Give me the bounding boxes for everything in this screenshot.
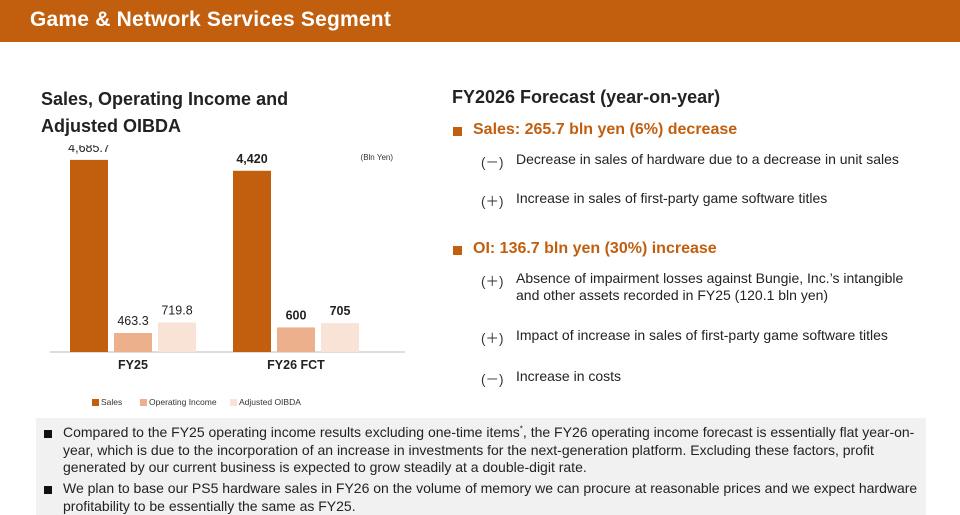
sales-item-symbol: (＋) (481, 194, 504, 209)
category-label: FY26 FCT (267, 358, 325, 372)
page-title: Game & Network Services Segment (30, 8, 392, 31)
sales-item-symbol: (－) (481, 155, 504, 170)
bar-adjusted-oibda (321, 323, 359, 352)
oi-item-symbol: (＋) (481, 331, 504, 346)
note-bullet-icon (44, 430, 52, 438)
sales-item-text: Increase in sales of first-party game so… (516, 190, 828, 206)
oi-item-symbol: (＋) (481, 274, 504, 289)
oi-item-text: Impact of increase in sales of first-par… (516, 327, 888, 343)
note-1: Compared to the FY25 operating income re… (63, 424, 921, 477)
legend-label: Sales (101, 397, 122, 407)
note-1-asterisk: * (519, 424, 523, 434)
bar-operating-income (277, 327, 315, 352)
note-bullet-icon (44, 486, 52, 494)
notes-box: Compared to the FY25 operating income re… (36, 418, 926, 515)
oi-heading: OI: 136.7 bln yen (30%) increase (473, 240, 717, 257)
bar-sales (70, 159, 108, 352)
data-label: 4,420 (236, 152, 267, 166)
legend-label: Adjusted OIBDA (239, 397, 301, 407)
legend-swatch (140, 399, 147, 406)
note-2: We plan to base our PS5 hardware sales i… (63, 480, 918, 514)
unit-label: (Bln Yen) (361, 153, 394, 162)
legend-label: Operating Income (149, 397, 217, 407)
bar-operating-income (114, 333, 152, 352)
data-label: 463.3 (117, 314, 148, 328)
chart-section-title: Sales, Operating Income and Adjusted OIB… (41, 89, 289, 136)
bar-sales (233, 170, 271, 352)
note-1-text-cont: , the FY26 operating income forecast is … (63, 424, 915, 475)
oi-item-text: Absence of impairment losses against Bun… (516, 270, 904, 303)
forecast-title: FY2026 Forecast (year-on-year) (452, 87, 721, 107)
bar-adjusted-oibda (158, 322, 196, 352)
bar-chart: (Bln Yen) 4,685.7 463.3 719.8 FY25 4,420 600 70… (50, 145, 405, 407)
oi-heading-square-icon (453, 246, 462, 255)
data-label: 4,685.7 (68, 145, 110, 155)
oi-item-text: Increase in costs (516, 368, 622, 384)
category-label: FY25 (118, 358, 148, 372)
legend-swatch (230, 399, 237, 406)
legend-swatch (92, 399, 99, 406)
sales-heading: Sales: 265.7 bln yen (6%) decrease (473, 121, 738, 138)
data-label: 719.8 (161, 303, 192, 317)
sales-item-text: Decrease in sales of hardware due to a d… (516, 151, 899, 167)
sales-heading-square-icon (453, 127, 462, 136)
header-bar: Game & Network Services Segment (0, 0, 960, 42)
data-label: 600 (286, 308, 307, 322)
oi-item-symbol: (－) (481, 372, 504, 387)
data-label: 705 (330, 304, 351, 318)
note-1-text: Compared to the FY25 operating income re… (63, 424, 520, 440)
